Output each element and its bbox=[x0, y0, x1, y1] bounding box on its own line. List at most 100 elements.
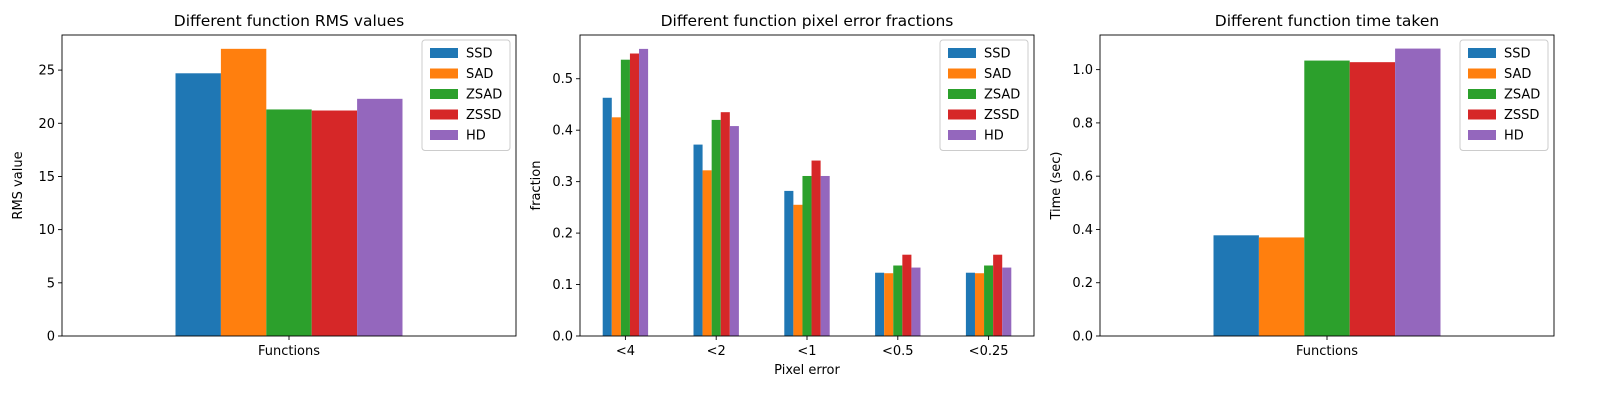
bar-hd-2 bbox=[729, 126, 739, 336]
bar-ssd-1 bbox=[602, 97, 612, 337]
bar-zsad-5 bbox=[984, 265, 994, 336]
bar-ssd-1 bbox=[175, 73, 221, 336]
chart-panel-3: 0.0 0.2 0.4 0.6 0.8 1.0 Functions Different fun… bbox=[1049, 12, 1555, 359]
y-tick-label: 0.2 bbox=[1072, 276, 1093, 291]
legend: SSD SAD ZSAD ZSSD HD bbox=[939, 39, 1029, 151]
legend-swatch-zssd bbox=[948, 109, 976, 120]
legend-swatch-ssd bbox=[430, 48, 458, 58]
legend-label-zssd: ZSSD bbox=[466, 108, 501, 123]
y-tick-label: 0.0 bbox=[552, 330, 573, 345]
legend-label-sad: SAD bbox=[1504, 67, 1531, 82]
y-tick-label: 0.6 bbox=[1072, 170, 1093, 185]
bar-zsad-1 bbox=[1304, 60, 1350, 336]
legend-swatch-zsad bbox=[1468, 89, 1496, 99]
x-tick-label: <1 bbox=[797, 344, 816, 359]
legend-swatch-sad bbox=[430, 68, 458, 79]
x-tick-label: <0.5 bbox=[882, 344, 914, 359]
y-axis-label: fraction bbox=[529, 161, 544, 211]
chart-panel-1: 0 5 10 15 20 25 Functions Different function RM… bbox=[11, 12, 517, 359]
bar-sad-2 bbox=[702, 170, 712, 336]
y-tick-label: 25 bbox=[38, 64, 55, 79]
bar-sad-1 bbox=[220, 48, 267, 336]
x-tick-label: Functions bbox=[258, 344, 320, 359]
y-axis-label: RMS value bbox=[11, 151, 26, 219]
bar-zssd-2 bbox=[720, 112, 730, 337]
legend-label-hd: HD bbox=[984, 129, 1004, 144]
bar-hd-1 bbox=[639, 48, 649, 336]
legend-label-hd: HD bbox=[466, 129, 486, 144]
bar-zssd-5 bbox=[993, 254, 1003, 336]
bar-zsad-4 bbox=[893, 265, 903, 336]
bar-zsad-3 bbox=[802, 175, 812, 336]
bar-sad-1 bbox=[1258, 237, 1305, 336]
legend-label-zssd: ZSSD bbox=[1504, 108, 1539, 123]
chart-title: Different function time taken bbox=[1215, 12, 1439, 30]
bar-sad-4 bbox=[884, 273, 894, 336]
x-tick-label: <0.25 bbox=[969, 344, 1009, 359]
y-tick-label: 0.8 bbox=[1072, 116, 1093, 131]
bar-zssd-1 bbox=[311, 110, 358, 337]
chart-panel-2: 0.0 0.1 0.2 0.3 0.4 0.5 <4 <2 <1 <0.5 <0.25 Differe… bbox=[529, 12, 1035, 378]
bar-sad-5 bbox=[974, 273, 985, 336]
legend-box bbox=[939, 39, 1029, 151]
bar-hd-5 bbox=[1002, 267, 1012, 336]
y-tick-label: 0.4 bbox=[552, 124, 573, 139]
bar-ssd-4 bbox=[875, 272, 885, 336]
legend-box bbox=[421, 39, 511, 151]
bar-zsad-1 bbox=[620, 59, 630, 336]
legend: SSD SAD ZSAD ZSSD HD bbox=[1459, 39, 1549, 151]
legend-swatch-zsad bbox=[430, 89, 458, 99]
bar-ssd-2 bbox=[693, 144, 703, 336]
y-tick-label: 0.5 bbox=[552, 72, 573, 87]
legend-swatch-hd bbox=[1468, 130, 1496, 140]
legend-label-zsad: ZSAD bbox=[1504, 88, 1540, 103]
bar-ssd-5 bbox=[965, 272, 975, 336]
legend-label-ssd: SSD bbox=[984, 47, 1011, 62]
legend-swatch-sad bbox=[1468, 68, 1496, 79]
legend-label-zsad: ZSAD bbox=[466, 88, 502, 103]
legend-swatch-hd bbox=[948, 130, 976, 140]
legend-swatch-ssd bbox=[948, 48, 976, 58]
bar-hd-1 bbox=[357, 98, 403, 336]
x-tick-label: Functions bbox=[1296, 344, 1358, 359]
legend-label-hd: HD bbox=[1504, 129, 1524, 144]
bar-hd-3 bbox=[820, 175, 830, 336]
legend-label-ssd: SSD bbox=[1504, 47, 1531, 62]
legend-label-zssd: ZSSD bbox=[984, 108, 1019, 123]
bar-zssd-1 bbox=[1349, 62, 1396, 337]
y-tick-label: 1.0 bbox=[1072, 63, 1093, 78]
y-tick-label: 0.4 bbox=[1072, 223, 1093, 238]
legend-swatch-zssd bbox=[1468, 109, 1496, 120]
bar-sad-3 bbox=[793, 204, 803, 336]
bar-ssd-1 bbox=[1213, 235, 1259, 336]
bar-sad-1 bbox=[611, 117, 621, 336]
y-axis-label: Time (sec) bbox=[1049, 151, 1064, 220]
y-tick-label: 0.2 bbox=[552, 227, 573, 242]
y-tick-label: 0.3 bbox=[552, 175, 573, 190]
chart-title: Different function RMS values bbox=[174, 12, 404, 30]
y-tick-label: 20 bbox=[38, 117, 55, 132]
bar-zssd-1 bbox=[629, 53, 640, 337]
chart-title: Different function pixel error fractions bbox=[661, 12, 954, 30]
x-tick-label: <4 bbox=[616, 344, 635, 359]
legend-label-sad: SAD bbox=[466, 67, 493, 82]
legend-box bbox=[1459, 39, 1549, 151]
bar-hd-1 bbox=[1395, 48, 1441, 336]
legend-swatch-ssd bbox=[1468, 48, 1496, 58]
y-tick-label: 5 bbox=[47, 276, 55, 291]
y-tick-label: 10 bbox=[38, 223, 55, 238]
y-tick-label: 0 bbox=[47, 330, 55, 345]
x-axis-label: Pixel error bbox=[774, 363, 840, 378]
legend-label-zsad: ZSAD bbox=[984, 88, 1020, 103]
y-tick-label: 0.0 bbox=[1072, 330, 1093, 345]
x-tick-label: <2 bbox=[707, 344, 726, 359]
bar-zssd-4 bbox=[902, 254, 912, 336]
bar-ssd-3 bbox=[784, 190, 794, 336]
bar-zssd-3 bbox=[811, 160, 821, 336]
legend-swatch-zssd bbox=[430, 109, 458, 120]
legend: SSD SAD ZSAD ZSSD HD bbox=[421, 39, 511, 151]
legend-label-sad: SAD bbox=[984, 67, 1011, 82]
y-tick-label: 0.1 bbox=[552, 278, 573, 293]
y-tick-label: 15 bbox=[38, 170, 55, 185]
